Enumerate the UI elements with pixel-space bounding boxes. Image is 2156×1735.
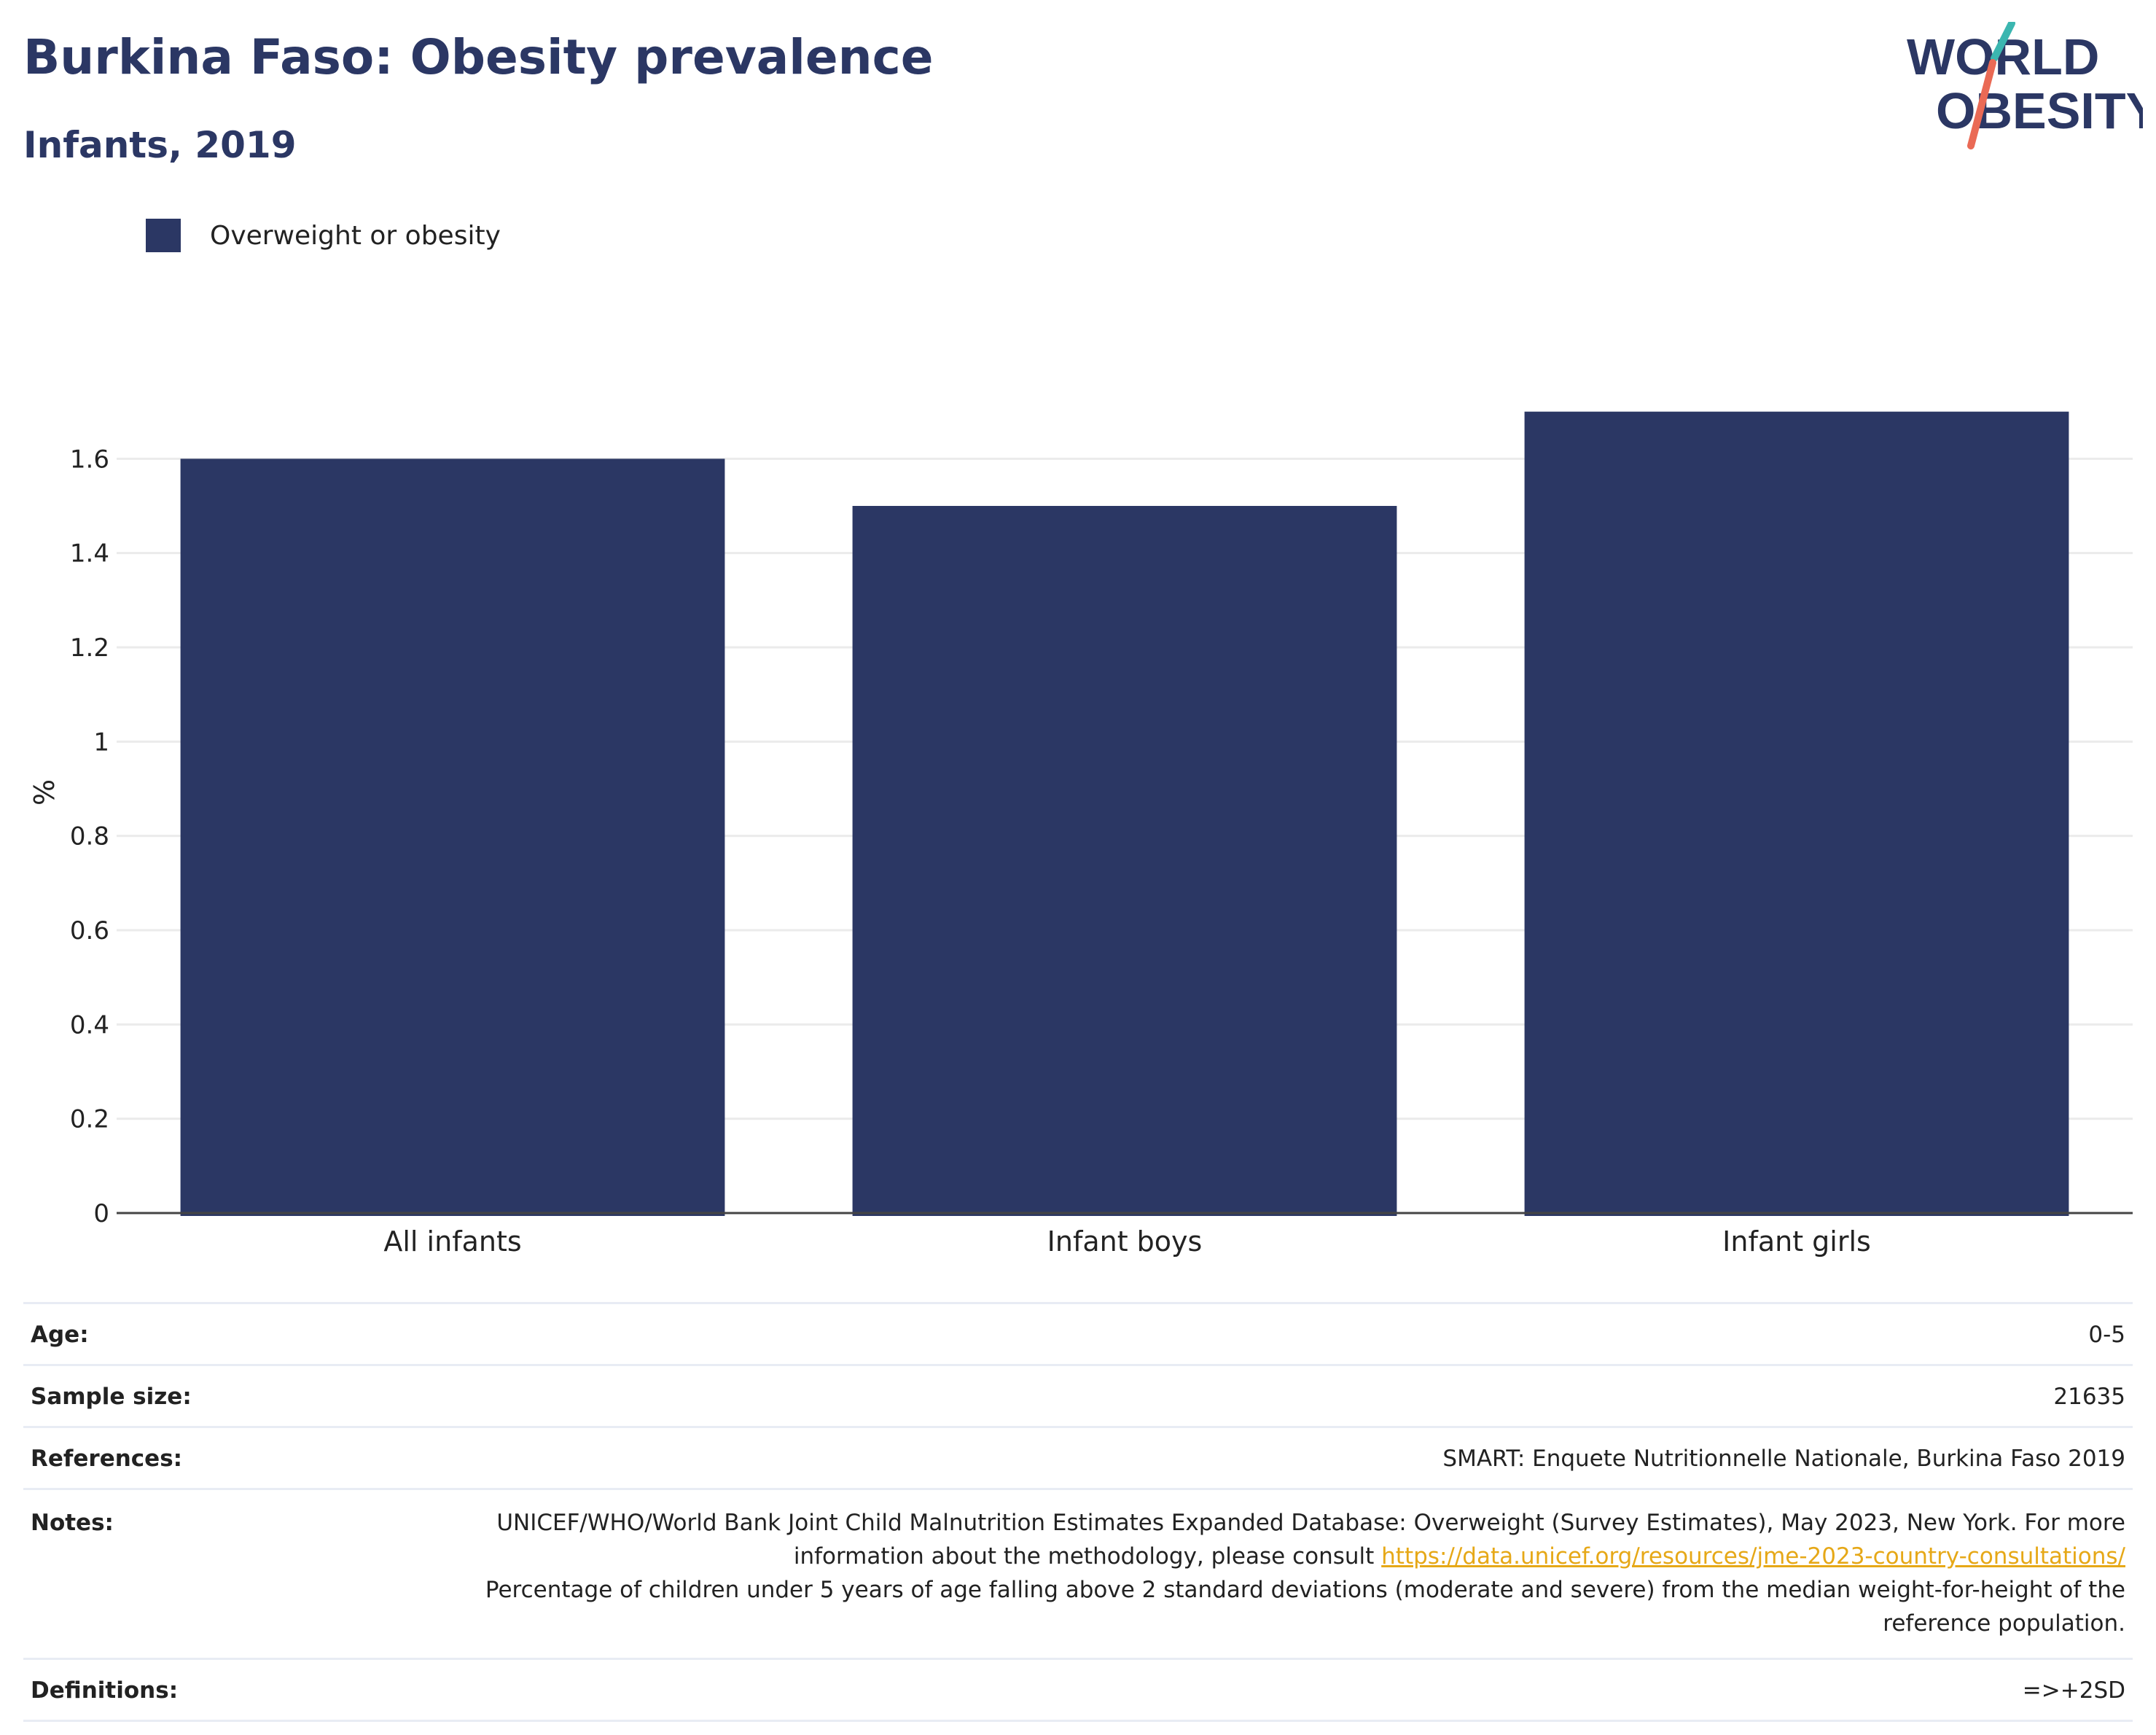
bar-infant-boys xyxy=(852,506,1397,1216)
info-sample-size-label: Sample size: xyxy=(31,1384,192,1410)
y-tick-label: 0.2 xyxy=(70,1105,109,1134)
bars xyxy=(180,411,2069,1217)
bar-infant-girls xyxy=(1524,411,2069,1216)
info-row-references: References: SMART: Enquete Nutritionnell… xyxy=(23,1427,2133,1489)
y-tick-label: 0 xyxy=(93,1199,109,1228)
notes-methodology-link[interactable]: https://data.unicef.org/resources/jme-20… xyxy=(1381,1543,2125,1570)
logo-text-obesity: OBESITY xyxy=(1936,82,2143,139)
logo-slash-bottom xyxy=(1967,59,1996,149)
info-references-label: References: xyxy=(31,1446,183,1472)
x-tick-label: Infant girls xyxy=(1722,1225,1871,1258)
y-tick-label: 0.4 xyxy=(70,1010,109,1040)
axes: 0 0.2 0.4 0.6 0.8 1 1.2 1.4 1.6 All infants Infant… xyxy=(70,445,2133,1258)
info-definitions-value: =>+2SD xyxy=(2022,1677,2125,1704)
info-references-value: SMART: Enquete Nutritionnelle Nationale,… xyxy=(1442,1446,2125,1472)
metadata-table: Age: 0-5 Sample size: 21635 References: … xyxy=(23,1302,2133,1722)
y-axis-title: % xyxy=(28,779,60,806)
info-notes-label: Notes: xyxy=(31,1510,114,1536)
y-tick-label: 0.6 xyxy=(70,916,109,946)
info-age-label: Age: xyxy=(31,1322,89,1348)
info-row-notes: Notes: UNICEF/WHO/World Bank Joint Child… xyxy=(23,1489,2133,1659)
x-tick-label: Infant boys xyxy=(1047,1225,1203,1258)
info-notes-value: UNICEF/WHO/World Bank Joint Child Malnut… xyxy=(402,1489,2133,1659)
y-tick-label: 0.8 xyxy=(70,822,109,851)
info-sample-size-value: 21635 xyxy=(2053,1384,2125,1410)
notes-text: UNICEF/WHO/World Bank Joint Child Malnut… xyxy=(496,1510,2125,1570)
world-obesity-logo: WORLD OBESITY xyxy=(1907,22,2143,149)
legend-label-overweight: Overweight or obesity xyxy=(210,220,501,251)
chart-subtitle: Infants, 2019 xyxy=(23,124,297,166)
bar-chart: 0 0.2 0.4 0.6 0.8 1 1.2 1.4 1.6 All infants Infant… xyxy=(28,411,2133,1258)
logo-slash-top xyxy=(1991,22,2015,62)
y-tick-label: 1 xyxy=(93,728,109,757)
bar-all-infants xyxy=(180,459,725,1217)
chart-title: Burkina Faso: Obesity prevalence xyxy=(23,29,934,85)
x-tick-label: All infants xyxy=(383,1225,521,1258)
info-definitions-label: Definitions: xyxy=(31,1677,179,1704)
info-row-age: Age: 0-5 xyxy=(23,1303,2133,1365)
info-row-definitions: Definitions: =>+2SD xyxy=(23,1658,2133,1721)
legend-swatch-overweight xyxy=(146,219,181,252)
y-tick-label: 1.2 xyxy=(70,633,109,663)
y-tick-label: 1.6 xyxy=(70,445,109,474)
notes-definition-text: Percentage of children under 5 years of … xyxy=(485,1577,2125,1637)
info-age-value: 0-5 xyxy=(2088,1322,2125,1348)
chart-legend: Overweight or obesity xyxy=(146,217,501,254)
y-tick-label: 1.4 xyxy=(70,539,109,569)
info-row-sample-size: Sample size: 21635 xyxy=(23,1365,2133,1427)
